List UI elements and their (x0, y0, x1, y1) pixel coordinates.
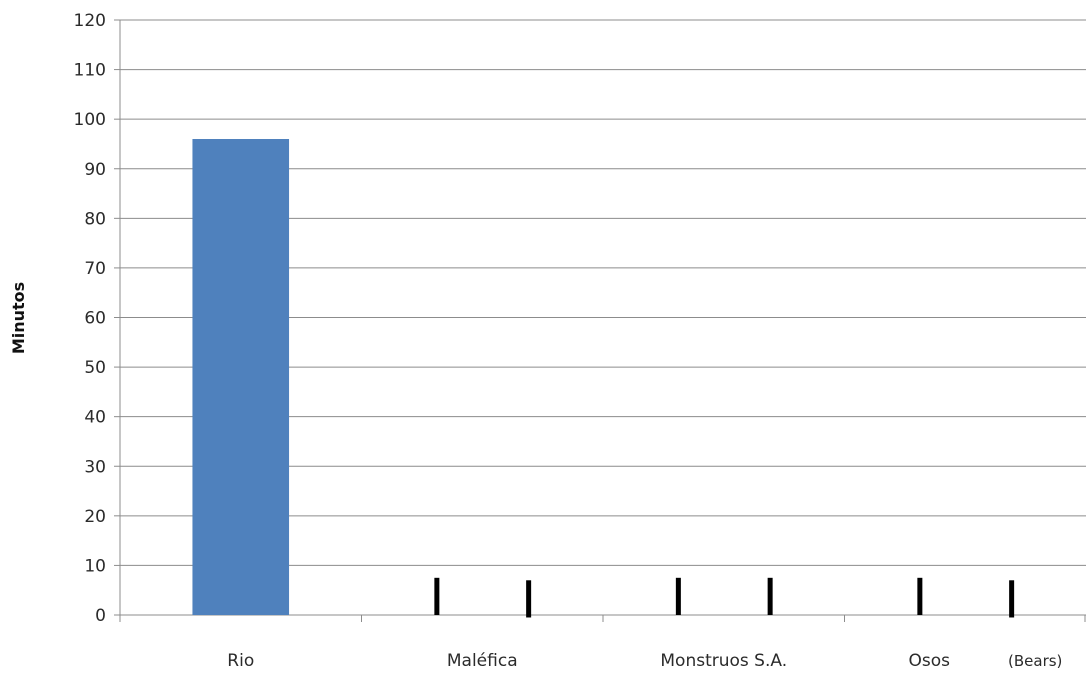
y-tick-label: 10 (84, 556, 106, 576)
y-tick-label: 110 (74, 61, 106, 81)
y-tick-label: 70 (84, 259, 106, 279)
annotation-bears: (Bears) (1008, 652, 1062, 670)
y-tick-label: 0 (95, 606, 106, 626)
bars (192, 139, 290, 615)
y-tick-label: 120 (74, 11, 106, 31)
y-tick-label: 50 (84, 358, 106, 378)
x-tick-label: Maléfica (447, 651, 518, 671)
y-tick-label: 100 (74, 110, 106, 130)
x-tick-labels: Rio Maléfica Monstruos S.A. Osos (227, 651, 950, 671)
marker (434, 577, 440, 615)
y-tick-label: 30 (84, 457, 106, 477)
marker (767, 577, 773, 615)
x-tick-label: Rio (227, 651, 254, 671)
marker (675, 577, 681, 615)
markers (434, 577, 1015, 618)
y-tick-label: 40 (84, 408, 106, 428)
marker (526, 580, 532, 618)
x-tick-label: Monstruos S.A. (660, 651, 787, 671)
bar-rio (192, 139, 290, 615)
y-axis-label: Minutos (9, 282, 28, 354)
y-tick-label: 60 (84, 309, 106, 329)
marker (1009, 580, 1015, 618)
y-tick-label: 90 (84, 160, 106, 180)
y-tick-label: 20 (84, 507, 106, 527)
y-tick-labels: 0 10 20 30 40 50 60 70 80 90 100 110 120 (74, 11, 106, 626)
marker (917, 577, 923, 615)
y-tick-label: 80 (84, 209, 106, 229)
x-tick-label: Osos (909, 651, 951, 671)
